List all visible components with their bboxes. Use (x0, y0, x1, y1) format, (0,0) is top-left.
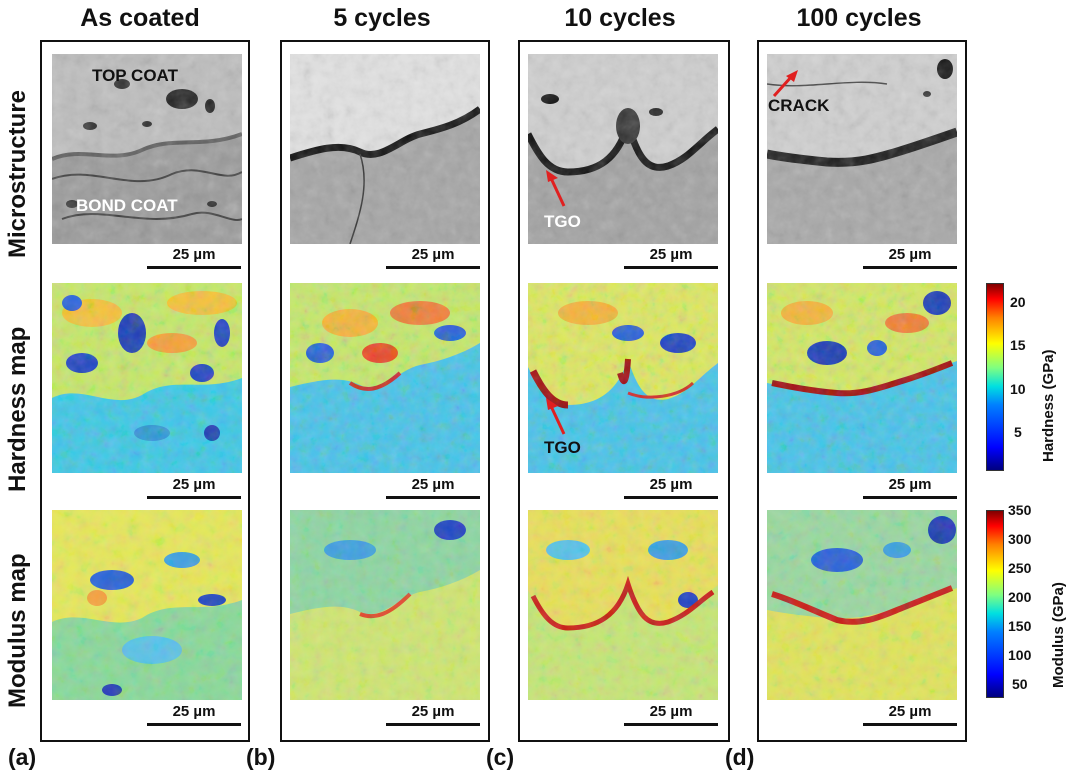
panel-letter-a: (a) (8, 744, 37, 770)
scale-bar-label-b3: 25 µm (411, 703, 455, 720)
row-label-modulus-map: Modulus map (4, 553, 31, 708)
scale-bar-label-d3: 25 µm (888, 703, 932, 720)
modulus-tick-100: 100 (1008, 647, 1032, 663)
annotation-top-coat: TOP COAT (92, 66, 178, 85)
scale-bar-d1 (863, 266, 957, 269)
annotation-bond-coat: BOND COAT (76, 196, 178, 215)
scale-bar-label-b1: 25 µm (411, 246, 455, 263)
modulus-tick-250: 250 (1008, 560, 1032, 576)
hardness-colorbar-title: Hardness (GPa) (1040, 349, 1057, 462)
scale-bar-c1 (624, 266, 718, 269)
scale-bar-label-a1: 25 µm (172, 246, 216, 263)
modulus-map-5-cycles (290, 510, 480, 700)
annotation-tgo-hardness: TGO (544, 438, 581, 457)
microstructure-image-5-cycles (290, 54, 480, 244)
scale-bar-b3 (386, 723, 480, 726)
panel-letter-c: (c) (486, 744, 515, 770)
annotation-tgo-microstructure: TGO (544, 212, 581, 231)
panel-frame-c (518, 40, 730, 742)
hardness-tick-5: 5 (1014, 424, 1022, 440)
arrow-icon (546, 398, 566, 435)
panel-letter-d: (d) (725, 744, 755, 770)
row-label-microstructure: Microstructure (4, 89, 31, 258)
column-title-10-cycles: 10 cycles (564, 4, 676, 32)
arrow-icon (772, 70, 798, 98)
microstructure-image-as-coated (52, 54, 242, 244)
column-title-5-cycles: 5 cycles (333, 4, 431, 32)
scale-bar-d3 (863, 723, 957, 726)
scale-bar-c3 (624, 723, 718, 726)
scale-bar-label-d1: 25 µm (888, 246, 932, 263)
row-label-hardness-map: Hardness map (4, 326, 31, 492)
modulus-colorbar-title: Modulus (GPa) (1050, 582, 1067, 688)
hardness-tick-15: 15 (1010, 337, 1026, 353)
scale-bar-a2 (147, 496, 241, 499)
panel-letter-b: (b) (246, 744, 276, 770)
hardness-map-5-cycles (290, 283, 480, 473)
modulus-map-100-cycles (767, 510, 957, 700)
modulus-tick-300: 300 (1008, 531, 1032, 547)
scale-bar-label-c3: 25 µm (649, 703, 693, 720)
modulus-tick-200: 200 (1008, 589, 1032, 605)
hardness-map-10-cycles (528, 283, 718, 473)
panel-frame-d (757, 40, 967, 742)
scale-bar-b1 (386, 266, 480, 269)
hardness-map-as-coated (52, 283, 242, 473)
scale-bar-label-d2: 25 µm (888, 476, 932, 493)
modulus-tick-50: 50 (1012, 676, 1028, 692)
hardness-tick-10: 10 (1010, 381, 1026, 397)
hardness-colorbar (986, 283, 1004, 471)
scale-bar-a1 (147, 266, 241, 269)
arrow-icon (546, 170, 566, 207)
microstructure-image-100-cycles (767, 54, 957, 244)
modulus-tick-350: 350 (1008, 502, 1032, 518)
panel-frame-b (280, 40, 490, 742)
microstructure-image-10-cycles (528, 54, 718, 244)
scale-bar-label-c1: 25 µm (649, 246, 693, 263)
modulus-map-as-coated (52, 510, 242, 700)
modulus-tick-150: 150 (1008, 618, 1032, 634)
modulus-colorbar (986, 510, 1004, 698)
scale-bar-c2 (624, 496, 718, 499)
panel-frame-a (40, 40, 250, 742)
modulus-map-10-cycles (528, 510, 718, 700)
scale-bar-b2 (386, 496, 480, 499)
scale-bar-d2 (863, 496, 957, 499)
scale-bar-label-a3: 25 µm (172, 703, 216, 720)
column-title-100-cycles: 100 cycles (796, 4, 922, 32)
column-title-as-coated: As coated (80, 4, 200, 32)
hardness-map-100-cycles (767, 283, 957, 473)
scale-bar-label-a2: 25 µm (172, 476, 216, 493)
scale-bar-label-b2: 25 µm (411, 476, 455, 493)
hardness-tick-20: 20 (1010, 294, 1026, 310)
scale-bar-label-c2: 25 µm (649, 476, 693, 493)
scale-bar-a3 (147, 723, 241, 726)
annotation-crack: CRACK (768, 96, 830, 115)
